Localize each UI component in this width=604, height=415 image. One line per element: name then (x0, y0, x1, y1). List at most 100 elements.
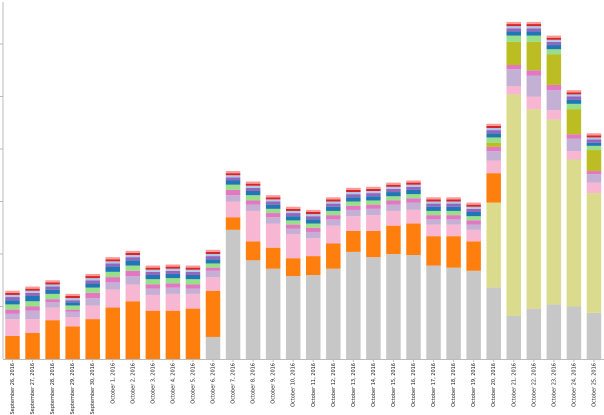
x-tick-label: October 1, 2016 (110, 363, 116, 404)
bar-segment (285, 213, 301, 217)
bar-segment (285, 228, 301, 235)
x-tick-label: October 9, 2016 (271, 363, 277, 404)
bar-segment (65, 311, 80, 317)
bar-segment (506, 24, 521, 27)
bar-segment (486, 128, 501, 131)
bar-segment (25, 310, 40, 320)
bar-segment (486, 160, 501, 174)
bar-segment (566, 159, 582, 307)
bar-segment (285, 234, 301, 259)
bar-segment (165, 310, 181, 359)
bar-stack (506, 21, 521, 359)
bar-segment (25, 290, 40, 293)
bar-segment (25, 319, 40, 333)
bar-segment (426, 265, 441, 359)
bar-segment (165, 283, 181, 288)
bar-segment (25, 296, 40, 302)
bar-segment (586, 174, 602, 183)
bar-segment (546, 45, 562, 50)
bar-segment (105, 259, 120, 262)
bar-segment (386, 182, 401, 185)
bar-segment (105, 289, 120, 308)
bar-segment (586, 133, 602, 136)
bar-segment (165, 287, 181, 294)
bar-stack (85, 273, 100, 359)
bar-segment (506, 94, 521, 316)
x-tick-label: October 7, 2016 (231, 363, 237, 404)
bar-segment (45, 282, 60, 285)
bar-segment (285, 210, 301, 214)
x-tick-label: September 26, 2016 (10, 363, 16, 415)
bar-segment (326, 203, 341, 207)
bar-segment (105, 263, 120, 267)
bar-segment (546, 304, 562, 359)
bar-segment (65, 298, 80, 301)
bar-segment (285, 224, 301, 229)
bar-segment (446, 201, 461, 204)
bar-segment (586, 312, 602, 359)
bar-segment (5, 313, 20, 320)
bar-stack (25, 286, 40, 359)
bar-segment (205, 259, 221, 264)
bar-segment (386, 192, 401, 197)
bar-segment (426, 224, 441, 237)
bar-segment (105, 257, 120, 260)
bar-segment (346, 194, 361, 198)
bar-segment (466, 212, 481, 217)
bar-segment (85, 319, 100, 359)
bar-segment (386, 196, 401, 201)
bar-segment (265, 199, 281, 202)
bar-segment (486, 123, 501, 126)
bar-stack (5, 290, 20, 359)
bar-segment (546, 84, 562, 91)
bar-segment (466, 229, 481, 242)
bar-segment (205, 336, 221, 359)
bar-segment (526, 35, 542, 42)
bar-segment (245, 260, 261, 359)
bar-segment (526, 70, 542, 76)
x-tick-label: October 23, 2016 (551, 363, 557, 407)
bar-segment (165, 293, 181, 311)
bar-segment (446, 219, 461, 225)
bar-segment (366, 200, 381, 205)
bar-segment (145, 294, 161, 311)
bar-stack (306, 209, 321, 359)
bar-segment (466, 220, 481, 225)
bar-segment (346, 192, 361, 195)
bar-segment (125, 260, 141, 266)
bar-segment (506, 86, 521, 95)
bar-stack (566, 90, 582, 359)
bar-segment (326, 197, 341, 200)
bar-segment (546, 37, 562, 40)
bar-segment (346, 230, 361, 252)
bar-stack (366, 186, 381, 359)
bar-segment (306, 214, 321, 217)
bar-segment (165, 278, 181, 284)
bar-segment (326, 210, 341, 216)
bar-segment (526, 31, 542, 36)
x-tick-label: October 24, 2016 (571, 363, 577, 407)
bar-segment (566, 90, 582, 93)
bar-segment (486, 133, 501, 138)
bar-segment (306, 212, 321, 215)
bar-segment (566, 92, 582, 95)
bar-stack (526, 21, 542, 359)
bar-segment (85, 292, 100, 299)
bar-segment (426, 219, 441, 225)
bar-segment (386, 225, 401, 254)
bar-segment (225, 180, 241, 185)
bar-segment (426, 197, 441, 200)
bar-segment (446, 206, 461, 211)
bar-segment (346, 189, 361, 193)
bar-segment (386, 204, 401, 211)
bar-segment (125, 276, 141, 285)
bar-segment (486, 137, 501, 143)
bar-stack (486, 123, 501, 359)
bar-segment (65, 300, 80, 303)
bar-segment (265, 217, 281, 224)
bar-segment (245, 185, 261, 188)
bar-segment (566, 138, 582, 152)
x-tick-label: October 21, 2016 (511, 363, 517, 407)
bar-segment (25, 306, 40, 311)
bar-segment (165, 264, 181, 267)
